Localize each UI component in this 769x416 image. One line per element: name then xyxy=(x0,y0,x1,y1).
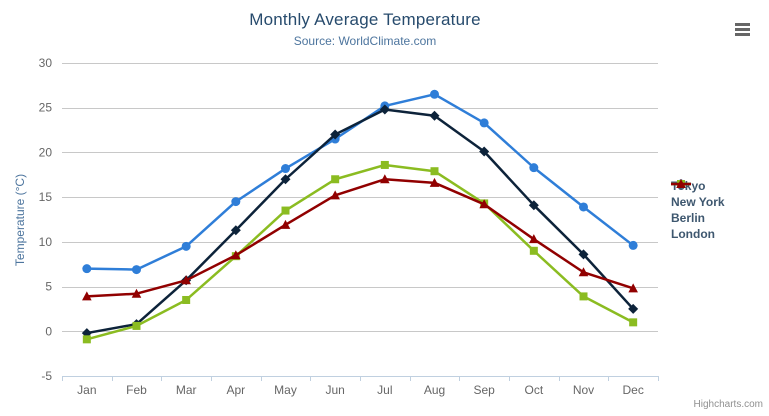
x-axis-label: Apr xyxy=(226,383,245,397)
data-point-diamond[interactable] xyxy=(379,104,390,115)
x-axis-label: Mar xyxy=(176,383,197,397)
data-point-diamond[interactable] xyxy=(528,200,539,211)
data-point-square[interactable] xyxy=(529,246,538,255)
data-point-square[interactable] xyxy=(182,295,191,304)
series-line-tokyo[interactable] xyxy=(85,93,635,271)
data-point-square[interactable] xyxy=(430,167,439,176)
series-line-new-york[interactable] xyxy=(85,108,635,335)
x-axis-label: May xyxy=(274,383,297,397)
credits-link[interactable]: Highcharts.com xyxy=(693,399,763,410)
x-axis-label: Feb xyxy=(126,383,147,397)
legend-item-new-york[interactable]: New York xyxy=(671,179,725,210)
data-point-circle[interactable] xyxy=(529,163,539,173)
data-point-circle[interactable] xyxy=(430,89,439,99)
legend-item-berlin[interactable]: Berlin xyxy=(671,180,725,226)
x-axis-label: Sep xyxy=(473,383,495,397)
series-new-york[interactable] xyxy=(81,104,639,339)
hamburger-menu-icon xyxy=(734,22,750,36)
data-point-square[interactable] xyxy=(380,160,389,169)
data-point-triangle[interactable] xyxy=(131,288,142,298)
data-point-square[interactable] xyxy=(132,321,141,330)
data-point-circle[interactable] xyxy=(132,265,141,275)
legend-label: Berlin xyxy=(671,211,706,225)
legend-item-london[interactable]: London xyxy=(671,179,725,242)
y-axis-label: 10 xyxy=(39,235,53,249)
data-point-triangle[interactable] xyxy=(280,219,291,229)
y-axis-label: 0 xyxy=(45,324,52,338)
data-point-diamond[interactable] xyxy=(429,110,440,121)
chart-title: Monthly Average Temperature xyxy=(249,10,481,29)
x-axis-label: Jul xyxy=(377,383,392,397)
legend-label: New York xyxy=(671,195,725,209)
y-axis-label: 5 xyxy=(45,280,52,294)
data-point-circle[interactable] xyxy=(231,197,241,207)
data-point-circle[interactable] xyxy=(579,202,588,212)
legend-marker-icon xyxy=(671,179,691,188)
data-point-diamond[interactable] xyxy=(230,225,241,236)
data-point-diamond[interactable] xyxy=(578,249,589,260)
x-axis-label: Jan xyxy=(77,383,96,397)
data-point-circle[interactable] xyxy=(181,241,191,251)
x-axis-label: Oct xyxy=(524,383,543,397)
data-point-triangle[interactable] xyxy=(330,190,340,200)
chart-subtitle: Source: WorldClimate.com xyxy=(293,34,437,48)
y-axis-label: 20 xyxy=(39,145,53,159)
data-point-triangle[interactable] xyxy=(231,250,241,260)
x-axis-label: Aug xyxy=(424,383,445,397)
series-tokyo[interactable] xyxy=(82,89,638,275)
series-london[interactable] xyxy=(82,174,638,301)
data-point-triangle[interactable] xyxy=(479,199,489,209)
data-point-square[interactable] xyxy=(331,175,340,184)
y-axis-label: 15 xyxy=(39,190,53,204)
data-point-circle[interactable] xyxy=(479,118,489,128)
data-point-triangle[interactable] xyxy=(380,174,390,184)
data-point-diamond[interactable] xyxy=(330,129,341,140)
data-point-diamond[interactable] xyxy=(280,174,291,185)
legend-label: London xyxy=(671,227,715,241)
y-axis-title: Temperature (°C) xyxy=(13,173,27,267)
data-point-triangle[interactable] xyxy=(181,275,191,285)
legend: Tokyo New York Berlin London xyxy=(671,178,725,242)
y-axis-label: -5 xyxy=(41,369,52,383)
data-point-diamond[interactable] xyxy=(628,303,639,314)
y-axis-label: 30 xyxy=(39,56,53,70)
data-point-square[interactable] xyxy=(629,318,638,327)
data-point-circle[interactable] xyxy=(281,164,290,174)
series-line-berlin[interactable] xyxy=(85,163,635,341)
data-point-triangle[interactable] xyxy=(676,179,686,188)
data-point-triangle[interactable] xyxy=(628,283,638,293)
y-axis-label: 25 xyxy=(39,101,53,115)
x-axis-label: Jun xyxy=(325,383,344,397)
data-point-triangle[interactable] xyxy=(578,267,589,277)
data-point-square[interactable] xyxy=(579,292,588,301)
data-point-triangle[interactable] xyxy=(429,177,440,187)
x-axis-label: Nov xyxy=(573,383,594,397)
data-point-square[interactable] xyxy=(82,335,91,344)
data-point-square[interactable] xyxy=(281,206,290,215)
data-point-triangle[interactable] xyxy=(529,234,539,244)
export-menu-button[interactable] xyxy=(730,20,754,40)
data-point-triangle[interactable] xyxy=(82,291,92,301)
series-line-london[interactable] xyxy=(85,178,635,298)
data-point-circle[interactable] xyxy=(628,240,638,250)
x-axis-label: Dec xyxy=(622,383,643,397)
data-point-diamond[interactable] xyxy=(479,146,490,157)
data-point-circle[interactable] xyxy=(82,264,92,274)
